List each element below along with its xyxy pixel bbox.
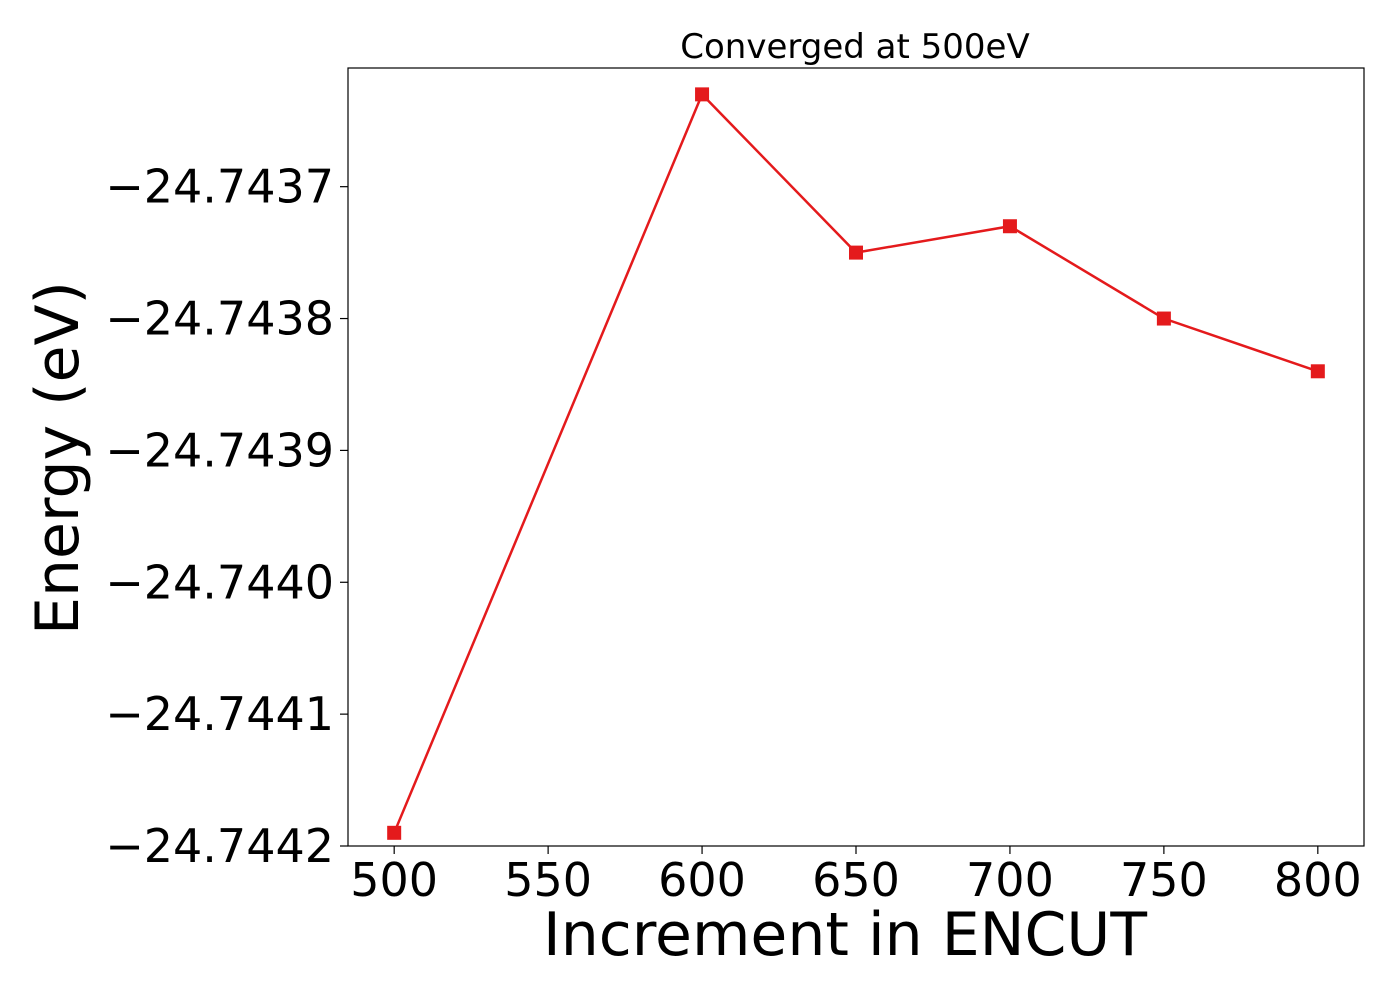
data-point: [695, 87, 710, 102]
y-axis-label: Energy (eV): [23, 281, 93, 635]
y-tick-label: −24.7438: [105, 292, 334, 346]
y-tick-label: −24.7440: [105, 555, 334, 609]
y-tick-label: −24.7437: [105, 160, 334, 214]
x-axis-ticks: 500 550 600 650 700 750 800: [350, 846, 1362, 907]
x-tick-label: 750: [1120, 853, 1208, 907]
chart-title: Converged at 500eV: [680, 27, 1029, 67]
data-point: [1156, 311, 1171, 326]
data-point: [387, 825, 402, 840]
x-axis-label: Increment in ENCUT: [543, 900, 1147, 970]
x-tick-label: 800: [1274, 853, 1362, 907]
x-tick-label: 500: [350, 853, 438, 907]
x-tick-label: 700: [966, 853, 1054, 907]
series-line: [393, 92, 1319, 834]
x-tick-label: 600: [658, 853, 746, 907]
plot-frame: [347, 67, 1365, 847]
y-axis-ticks: −24.7437 −24.7438 −24.7439 −24.7440 −24.7441…: [105, 160, 348, 873]
data-point: [1310, 364, 1325, 379]
x-tick-label: 550: [504, 853, 592, 907]
series-layer: [387, 87, 1325, 840]
y-tick-label: −24.7439: [105, 423, 334, 477]
y-tick-label: −24.7442: [105, 819, 334, 873]
x-tick-label: 650: [812, 853, 900, 907]
data-point: [849, 245, 863, 260]
y-tick-label: −24.7441: [105, 687, 334, 741]
data-point: [1002, 219, 1017, 234]
